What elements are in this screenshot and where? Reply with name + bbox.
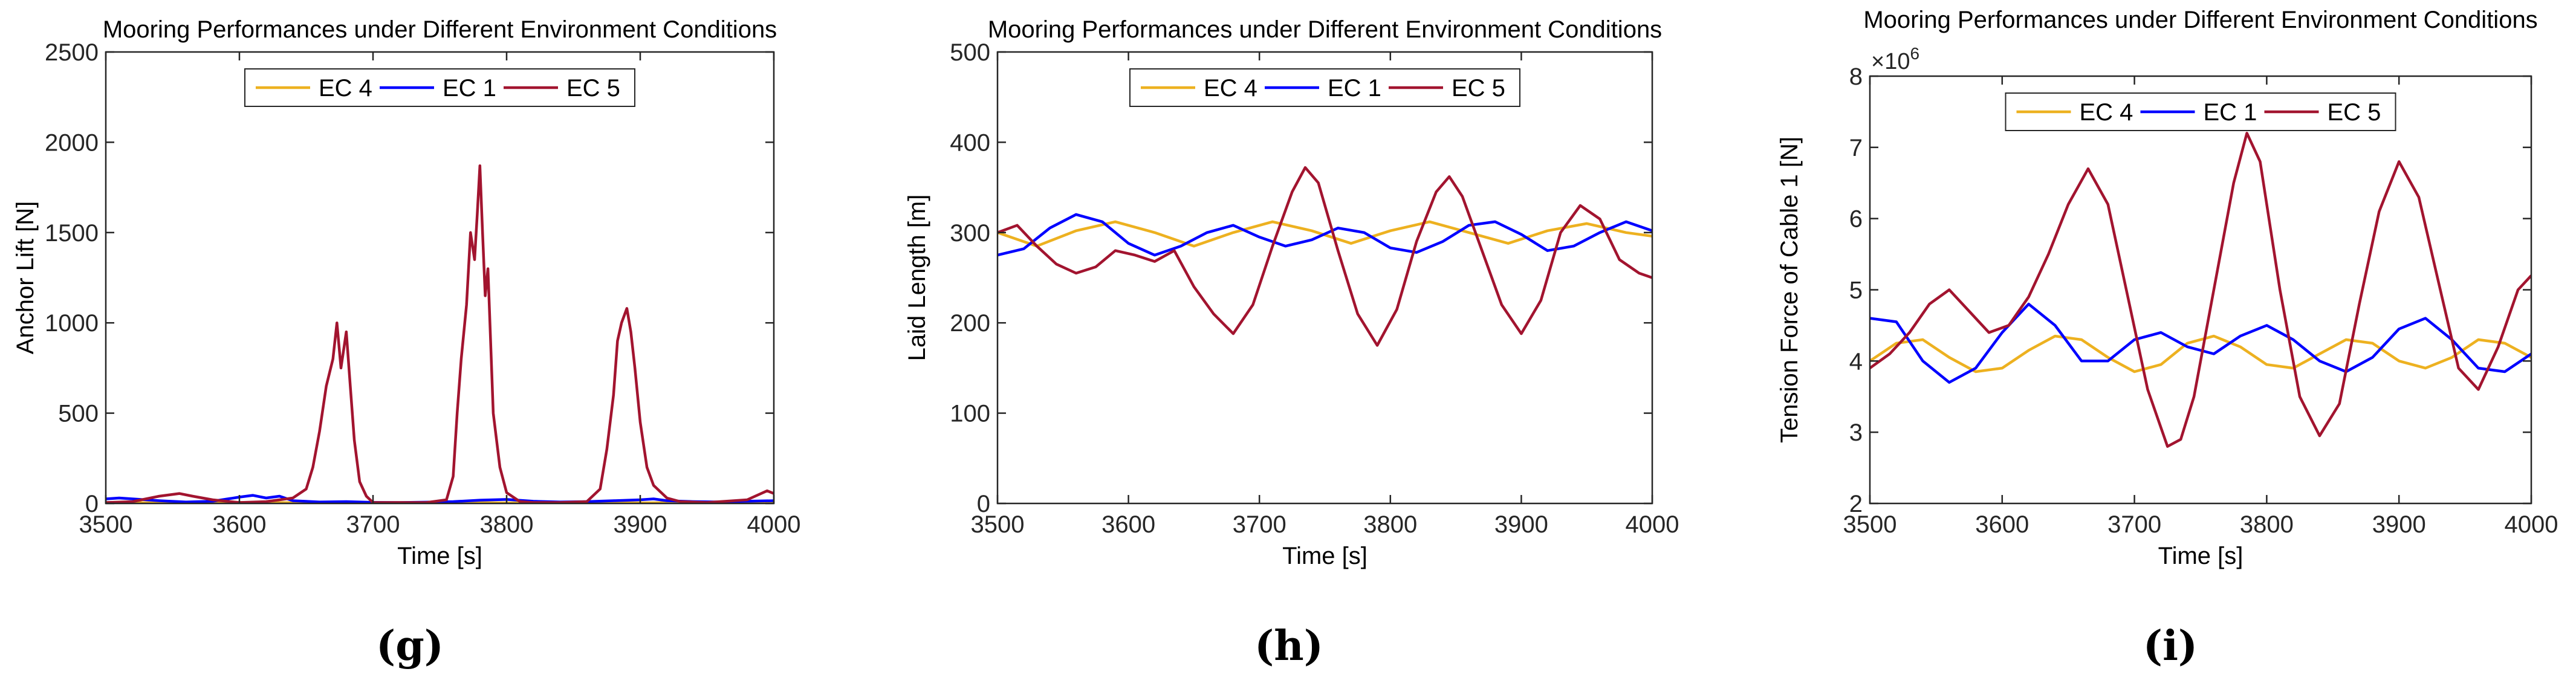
legend-label: EC 4 xyxy=(319,75,372,102)
y-exponent-power: 6 xyxy=(1910,44,1919,63)
y-exponent-label: ×106 xyxy=(1871,44,1919,74)
series-line-ec-4 xyxy=(998,220,1652,248)
series-group xyxy=(1870,132,2531,448)
axes-box xyxy=(105,51,775,505)
chart-title: Mooring Performances under Different Env… xyxy=(988,16,1662,43)
x-tick-label: 4000 xyxy=(747,511,801,538)
y-axis-label: Anchor Lift [N] xyxy=(12,201,39,354)
plot-area xyxy=(998,52,1652,503)
series-line-ec-5 xyxy=(106,164,774,503)
panel-caption: (i) xyxy=(2143,622,2198,670)
y-tick-label: 2 xyxy=(1849,491,1863,517)
y-tick-label: 4 xyxy=(1849,348,1863,375)
legend-label: EC 5 xyxy=(566,75,620,102)
legend-label: EC 1 xyxy=(443,75,496,102)
series-line-ec-1 xyxy=(1870,302,2531,384)
y-tick-label: 300 xyxy=(950,220,990,247)
y-tick-label: 5 xyxy=(1849,277,1863,304)
x-tick-label: 3700 xyxy=(346,511,400,538)
y-tick-label: 100 xyxy=(950,401,990,427)
chart-panel-g: 3500 3600 3700 3800 3900 4000 0 500 1000 1500 2000… xyxy=(12,16,800,670)
legend-label: EC 5 xyxy=(1452,75,1505,102)
chart-panel-h: 3500 3600 3700 3800 3900 4000 0 100 200 300 400 500… xyxy=(904,16,1679,670)
y-tick-label: 0 xyxy=(977,491,990,517)
y-tick-label: 0 xyxy=(85,491,99,517)
y-tick-label: 8 xyxy=(1849,63,1863,90)
x-tick-label: 3700 xyxy=(1233,511,1286,538)
panel-caption: (h) xyxy=(1254,622,1323,670)
chart-title: Mooring Performances under Different Env… xyxy=(103,16,777,43)
y-tick-label: 3 xyxy=(1849,419,1863,446)
y-tick-label: 400 xyxy=(950,129,990,156)
chart-panel-i: 3500 3600 3700 3800 3900 40002345678×106Moori… xyxy=(1776,7,2558,670)
plot-area xyxy=(106,52,774,503)
x-tick-label: 3800 xyxy=(480,511,534,538)
x-tick-label: 3600 xyxy=(1975,511,2029,538)
y-tick-label: 2000 xyxy=(45,129,99,156)
legend-label: EC 1 xyxy=(2204,99,2257,126)
legend-label: EC 4 xyxy=(1204,75,1257,102)
legend-label: EC 4 xyxy=(2080,99,2133,126)
x-tick-label: 3900 xyxy=(614,511,667,538)
x-tick-label: 3600 xyxy=(213,511,267,538)
x-tick-label: 3500 xyxy=(971,511,1025,538)
x-tick-label: 3500 xyxy=(1843,511,1897,538)
y-tick-label: 200 xyxy=(950,310,990,337)
x-tick-label: 3800 xyxy=(1363,511,1417,538)
legend-label: EC 5 xyxy=(2328,99,2381,126)
panel-caption: (g) xyxy=(376,622,444,670)
y-axis-label: Laid Length [m] xyxy=(904,195,930,361)
y-tick-label: 6 xyxy=(1849,206,1863,233)
x-tick-label: 3500 xyxy=(79,511,133,538)
x-tick-label: 4000 xyxy=(1626,511,1679,538)
y-tick-label: 500 xyxy=(950,39,990,66)
chart-title: Mooring Performances under Different Env… xyxy=(1863,7,2537,33)
x-axis-label: Time [s] xyxy=(1282,543,1367,569)
y-tick-label: 7 xyxy=(1849,135,1863,161)
legend: EC 4 EC 1 EC 5 xyxy=(244,68,635,107)
x-tick-label: 3600 xyxy=(1101,511,1155,538)
y-axis-label: Tension Force of Cable 1 [N] xyxy=(1776,137,1803,443)
y-tick-label: 2500 xyxy=(45,39,99,66)
legend-label: EC 1 xyxy=(1328,75,1381,102)
x-axis-label: Time [s] xyxy=(397,543,482,569)
x-tick-label: 3900 xyxy=(2372,511,2426,538)
legend: EC 4 EC 1 EC 5 xyxy=(2005,92,2396,131)
x-tick-label: 3900 xyxy=(1494,511,1548,538)
series-group xyxy=(998,166,1652,347)
y-exponent-base: ×10 xyxy=(1871,49,1910,74)
y-tick-label: 500 xyxy=(58,401,99,427)
series-line-ec-1 xyxy=(998,213,1652,257)
series-line-ec-5 xyxy=(1870,132,2531,448)
y-tick-label: 1500 xyxy=(45,220,99,247)
legend: EC 4 EC 1 EC 5 xyxy=(1129,68,1520,107)
y-tick-label: 1000 xyxy=(45,310,99,337)
axes-box xyxy=(996,51,1653,505)
plot-area xyxy=(1870,76,2531,503)
x-axis-label: Time [s] xyxy=(2158,543,2243,569)
x-tick-label: 3800 xyxy=(2240,511,2294,538)
x-tick-label: 3700 xyxy=(2107,511,2161,538)
x-tick-label: 4000 xyxy=(2505,511,2558,538)
series-line-ec-4 xyxy=(1870,334,2531,373)
series-line-ec-5 xyxy=(998,166,1652,347)
